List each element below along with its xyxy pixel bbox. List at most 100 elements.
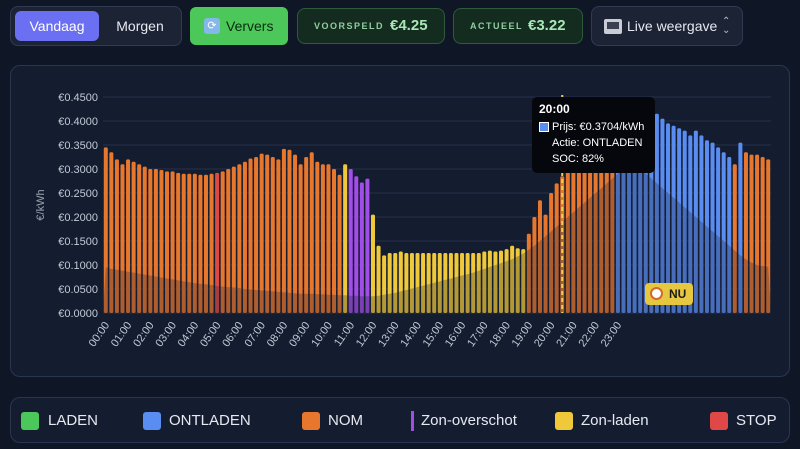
bar <box>114 159 119 313</box>
view-select[interactable]: Live weergave ⌃ ⌄ <box>591 6 743 46</box>
bar <box>532 217 537 313</box>
tooltip-swatch <box>539 122 549 132</box>
x-tick-label: 19:00 <box>510 320 536 349</box>
bar <box>677 128 682 313</box>
bar <box>537 200 542 313</box>
bar <box>465 253 470 313</box>
bar <box>415 253 420 313</box>
bar <box>604 147 609 313</box>
bar <box>237 164 242 313</box>
bar <box>576 159 581 313</box>
bar <box>549 193 554 313</box>
bar <box>732 164 737 313</box>
bar <box>693 130 698 313</box>
bar <box>755 154 760 313</box>
bar <box>337 174 342 313</box>
x-tick-label: 06:00 <box>220 320 246 349</box>
y-tick-label: €0.2500 <box>58 188 98 200</box>
price-chart[interactable]: €0.0000 €0.0500 €0.1000 €0.1500 €0.2000 €0.25… <box>11 66 791 378</box>
x-tick-label: 07:00 <box>242 320 268 349</box>
bar <box>326 164 331 313</box>
bar <box>454 253 459 313</box>
bar <box>749 154 754 313</box>
bar <box>476 253 481 313</box>
bar <box>565 171 570 313</box>
y-tick-label: €0.1000 <box>58 260 98 272</box>
bar <box>593 149 598 313</box>
bar <box>727 157 732 313</box>
x-tick-label: 18:00 <box>487 320 513 349</box>
bar <box>109 152 114 313</box>
bar <box>515 248 520 313</box>
tab-tomorrow[interactable]: Morgen <box>116 18 164 34</box>
bar <box>137 164 142 313</box>
x-tick-label: 04:00 <box>176 320 202 349</box>
bar <box>209 173 214 313</box>
bar <box>226 169 231 313</box>
alarm-clock-icon <box>650 287 663 300</box>
bar <box>710 142 715 313</box>
x-tick-label: 23:00 <box>599 320 625 349</box>
bar <box>521 249 526 313</box>
bar <box>688 135 693 313</box>
tooltip-time: 20:00 <box>539 102 570 116</box>
bar <box>671 125 676 313</box>
bar <box>382 255 387 313</box>
bar <box>148 169 153 313</box>
x-tick-label: 11:00 <box>332 320 357 349</box>
bar <box>259 153 264 313</box>
bar <box>421 253 426 313</box>
actual-value: €3.22 <box>528 17 566 34</box>
x-tick-label: 22:00 <box>576 320 602 349</box>
bar <box>320 164 325 313</box>
bar <box>499 250 504 313</box>
bar <box>404 253 409 313</box>
bar <box>343 164 348 313</box>
bar <box>359 182 364 313</box>
x-tick-label: 20:00 <box>532 320 558 349</box>
legend-swatch <box>21 412 39 430</box>
updown-chevron-icon: ⌃ ⌄ <box>722 16 731 36</box>
chart-tooltip: 20:00 Prijs: €0.3704/kWh Actie: ONTLADEN… <box>532 97 655 173</box>
bar <box>426 253 431 313</box>
bar <box>293 154 298 313</box>
y-tick-label: €0.1500 <box>58 236 98 248</box>
bar <box>588 152 593 313</box>
bar <box>443 253 448 313</box>
bar <box>332 169 337 313</box>
bar <box>666 123 671 314</box>
bar <box>120 164 125 313</box>
bar <box>632 128 637 313</box>
bar <box>660 118 665 313</box>
x-tick-label: 16:00 <box>443 320 469 349</box>
bar <box>248 158 253 313</box>
tooltip-action: Actie: ONTLADEN <box>552 137 643 149</box>
x-tick-label: 01:00 <box>109 320 135 349</box>
bar <box>103 147 108 313</box>
tooltip-soc: SOC: 82% <box>552 153 604 165</box>
forecast-value: €4.25 <box>390 17 428 34</box>
bar <box>281 148 286 313</box>
soc-area <box>103 166 771 313</box>
refresh-button[interactable]: ⟳ Ververs <box>190 7 288 45</box>
legend-label: Zon-laden <box>581 412 649 429</box>
toolbar: Vandaag Morgen ⟳ Ververs VOORSPELD €4.25… <box>0 0 800 60</box>
tab-today[interactable]: Vandaag <box>15 11 99 41</box>
bar <box>460 253 465 313</box>
x-tick-label: 00:00 <box>87 320 113 349</box>
bar <box>471 253 476 313</box>
x-tick-label: 09:00 <box>287 320 313 349</box>
bar <box>254 157 259 313</box>
chart-legend: LADEN ONTLADEN NOM Zon-overschot Zon-lad… <box>10 397 790 443</box>
bar <box>393 253 398 313</box>
bar <box>387 253 392 313</box>
bar <box>599 152 604 313</box>
x-tick-label: 21:00 <box>554 320 580 349</box>
bar <box>315 161 320 313</box>
x-tick-label: 12:00 <box>354 320 380 349</box>
x-tick-label: 10:00 <box>309 320 335 349</box>
bar <box>743 152 748 313</box>
y-tick-label: €0.0000 <box>58 308 98 320</box>
chart-panel: €0.0000 €0.0500 €0.1000 €0.1500 €0.2000 €0.25… <box>10 65 790 377</box>
bar <box>493 251 498 313</box>
